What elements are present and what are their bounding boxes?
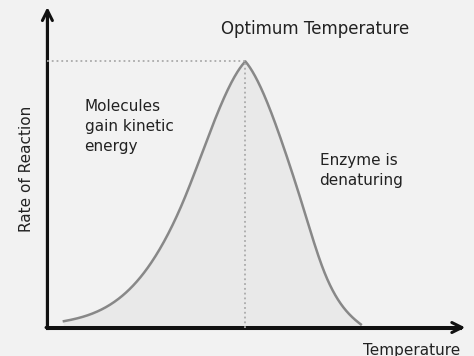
Text: Optimum Temperature: Optimum Temperature [221, 20, 410, 38]
Text: Enzyme is
denaturing: Enzyme is denaturing [319, 153, 403, 188]
Text: Temperature: Temperature [363, 343, 460, 356]
Text: Molecules
gain kinetic
energy: Molecules gain kinetic energy [84, 99, 173, 154]
Text: Rate of Reaction: Rate of Reaction [19, 106, 34, 232]
